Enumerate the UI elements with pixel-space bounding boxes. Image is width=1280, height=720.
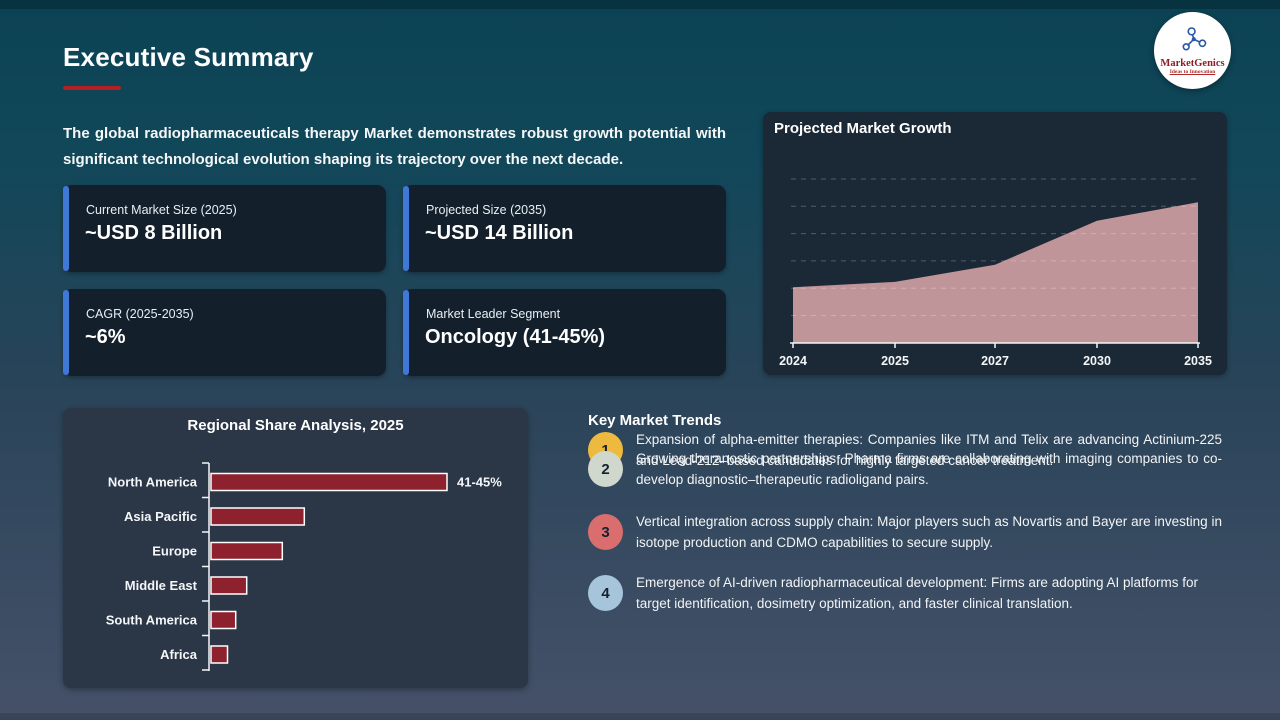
stat-label: Market Leader Segment <box>426 307 561 321</box>
svg-text:Europe: Europe <box>152 544 197 559</box>
stat-card-projected-size: Projected Size (2035) ~USD 14 Billion <box>403 185 726 272</box>
trend-text: Vertical integration across supply chain… <box>636 514 1222 550</box>
trends-heading: Key Market Trends <box>588 412 722 429</box>
growth-chart-title: Projected Market Growth <box>774 120 952 137</box>
stat-cards: Current Market Size (2025) ~USD 8 Billio… <box>63 185 726 376</box>
stat-value: ~USD 8 Billion <box>85 222 223 244</box>
trend-number-badge: 3 <box>588 514 623 550</box>
title-underline <box>63 86 121 90</box>
stat-card-cagr: CAGR (2025-2035) ~6% <box>63 289 386 376</box>
svg-text:2025: 2025 <box>881 354 909 368</box>
stat-value: ~6% <box>85 326 126 348</box>
intro-paragraph: The global radiopharmaceuticals therapy … <box>63 125 726 168</box>
svg-text:2035: 2035 <box>1184 354 1212 368</box>
stat-value: ~USD 14 Billion <box>425 222 574 244</box>
trend-text: Emergence of AI-driven radiopharmaceutic… <box>636 575 1199 611</box>
molecule-icon <box>1178 26 1208 57</box>
svg-text:41-45%: 41-45% <box>457 475 502 490</box>
stat-card-current-size: Current Market Size (2025) ~USD 8 Billio… <box>63 185 386 272</box>
top-edge-strip <box>0 0 1280 9</box>
svg-text:South America: South America <box>106 613 198 628</box>
stat-value: Oncology (41-45%) <box>425 326 606 348</box>
stat-label: Current Market Size (2025) <box>86 203 237 217</box>
page-title: Executive Summary <box>63 42 314 72</box>
trend-item-2: 2 Growing theranostic partnerships: Phar… <box>588 448 1222 490</box>
projected-market-growth-card: Projected Market Growth 2024 2025 2027 2030… <box>763 112 1227 375</box>
trend-text: Growing theranostic partnerships: Pharma… <box>636 451 1222 487</box>
trend-text: Expansion of alpha-emitter therapies: Co… <box>636 432 1222 468</box>
svg-text:Africa: Africa <box>160 647 198 662</box>
trend-item-3: 3 Vertical integration across supply cha… <box>588 511 1222 553</box>
regional-share-card: Regional Share Analysis, 2025 North Amer… <box>63 408 528 688</box>
svg-text:North America: North America <box>108 475 198 490</box>
trend-number-badge: 4 <box>588 575 623 611</box>
trend-item-4: 4 Emergence of AI-driven radiopharmaceut… <box>588 572 1222 614</box>
logo-name: MarketGenics <box>1160 58 1225 69</box>
svg-text:Asia Pacific: Asia Pacific <box>124 509 197 524</box>
svg-text:2024: 2024 <box>779 354 807 368</box>
key-market-trends: Key Market Trends 1 Expansion of alpha-e… <box>588 412 1222 611</box>
stat-label: CAGR (2025-2035) <box>86 307 194 321</box>
bottom-edge-strip <box>0 713 1280 720</box>
growth-area-chart: 2024 2025 2027 2030 2035 <box>779 178 1212 368</box>
svg-text:Middle East: Middle East <box>125 578 198 593</box>
marketgenics-logo: MarketGenics Ideas to Innovation <box>1154 12 1231 89</box>
regional-chart-title: Regional Share Analysis, 2025 <box>187 417 404 434</box>
stat-card-leader-segment: Market Leader Segment Oncology (41-45%) <box>403 289 726 376</box>
trend-number-badge: 2 <box>588 451 623 487</box>
logo-tagline: Ideas to Innovation <box>1169 69 1216 75</box>
regional-bar-chart: North America 41-45% Asia Pacific Europe Mid… <box>106 462 502 671</box>
svg-text:2027: 2027 <box>981 354 1009 368</box>
stat-label: Projected Size (2035) <box>426 203 547 217</box>
svg-text:2030: 2030 <box>1083 354 1111 368</box>
